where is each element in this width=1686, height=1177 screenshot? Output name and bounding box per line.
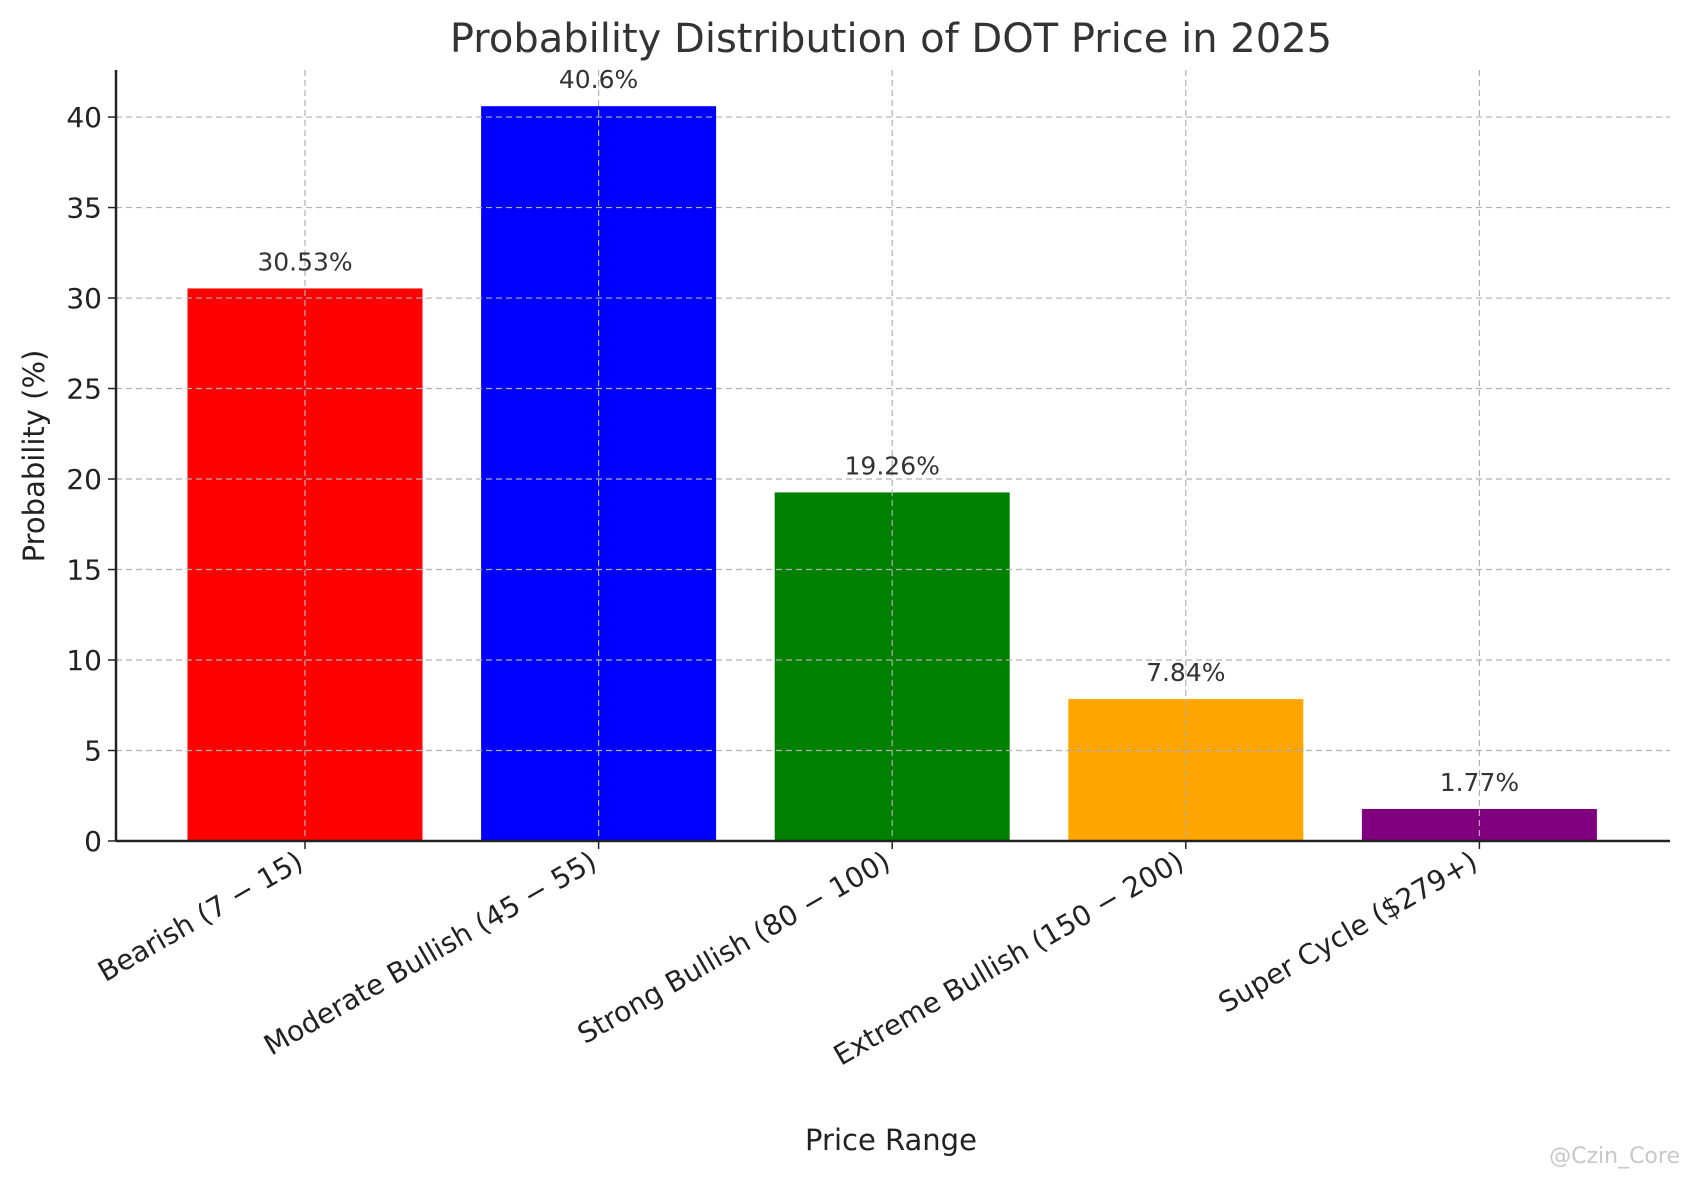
axes xyxy=(108,70,1670,849)
data-label: 30.53% xyxy=(257,247,352,276)
y-tick-label: 35 xyxy=(66,192,102,225)
chart-title: Probability Distribution of DOT Price in… xyxy=(450,16,1332,62)
y-tick-label: 0 xyxy=(84,825,102,858)
watermark: @Czin_Core xyxy=(1549,1144,1680,1169)
x-axis-title: Price Range xyxy=(805,1123,977,1157)
y-tick-label: 5 xyxy=(84,735,102,768)
y-tick-label: 40 xyxy=(66,101,102,134)
y-tick-label: 30 xyxy=(66,282,102,315)
data-label: 40.6% xyxy=(559,65,638,94)
x-tick-label: Moderate Bullish (45 − 55) xyxy=(258,844,602,1062)
grid-lines xyxy=(116,70,1670,841)
data-label: 7.84% xyxy=(1146,658,1225,687)
y-tick-label: 20 xyxy=(66,463,102,496)
data-label: 1.77% xyxy=(1440,768,1519,797)
x-tick-label: Strong Bullish (80 − 100) xyxy=(572,844,896,1050)
y-tick-label: 15 xyxy=(66,554,102,587)
y-tick-label: 25 xyxy=(66,373,102,406)
y-axis-title: Probability (%) xyxy=(17,350,51,563)
data-label: 19.26% xyxy=(845,451,940,480)
x-tick-label: Super Cycle ($279+) xyxy=(1213,844,1483,1019)
x-tick-label: Bearish (7 − 15) xyxy=(92,844,308,988)
y-tick-label: 10 xyxy=(66,644,102,677)
